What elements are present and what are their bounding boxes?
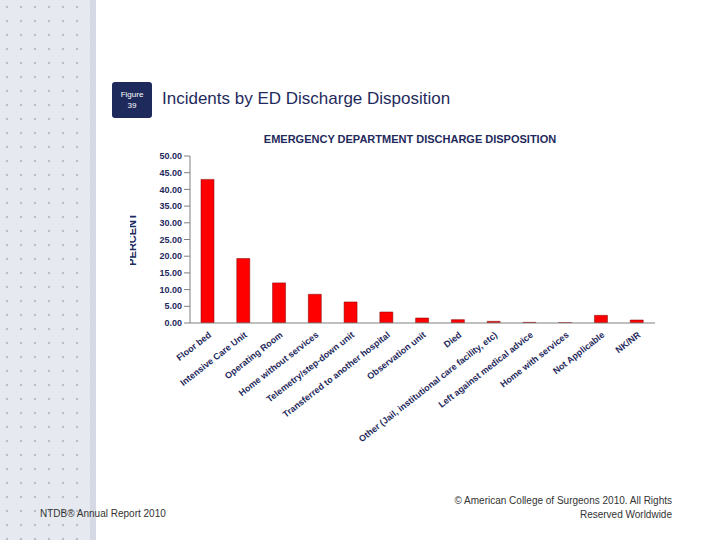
- svg-text:45.00: 45.00: [159, 168, 182, 178]
- html-text:Incidents by ED Discharge Disp: Incidents by ED Discharge Disposition: [162, 89, 451, 108]
- svg-text:5.00: 5.00: [164, 301, 182, 311]
- svg-text:Floor bed: Floor bed: [174, 329, 214, 363]
- svg-text:30.00: 30.00: [159, 218, 182, 228]
- svg-text:Not Applicable: Not Applicable: [551, 330, 607, 376]
- svg-text:35.00: 35.00: [159, 201, 182, 211]
- svg-text:Left against medical advice: Left against medical advice: [436, 329, 535, 410]
- svg-text:PERCENT: PERCENT: [130, 213, 138, 266]
- html-text:EMERGENCY DEPARTMENT DISCHARGE: EMERGENCY DEPARTMENT DISCHARGE DISPOSITI…: [263, 133, 557, 145]
- svg-text:15.00: 15.00: [159, 268, 182, 278]
- svg-text:Intensive Care Unit: Intensive Care Unit: [178, 330, 248, 388]
- svg-text:Died: Died: [442, 330, 464, 350]
- svg-text:Observation unit: Observation unit: [365, 330, 428, 382]
- html-text:© American College of Surgeons: © American College of Surgeons 2010. All…: [454, 495, 672, 520]
- svg-text:Other (Jail, institutional car: Other (Jail, institutional care facility…: [357, 330, 499, 444]
- svg-text:Transferred to another hospita: Transferred to another hospital: [280, 329, 392, 420]
- svg-text:25.00: 25.00: [159, 235, 182, 245]
- svg-text:Operating Room: Operating Room: [223, 330, 285, 381]
- svg-text:50.00: 50.00: [159, 151, 182, 161]
- svg-text:20.00: 20.00: [159, 251, 182, 261]
- html-text:NTDB® Annual Report 2010: NTDB® Annual Report 2010: [40, 508, 166, 519]
- svg-text:10.00: 10.00: [159, 285, 182, 295]
- svg-text:Home without services: Home without services: [237, 329, 321, 398]
- html-text:39: 39: [127, 101, 137, 110]
- svg-text:NK/NR: NK/NR: [614, 329, 643, 355]
- svg-text:0.00: 0.00: [164, 318, 182, 328]
- svg-text:40.00: 40.00: [159, 185, 182, 195]
- svg-text:Telemetry/step-down unit: Telemetry/step-down unit: [264, 329, 357, 405]
- svg-text:Home with services: Home with services: [498, 330, 570, 390]
- html-text:Figure: Figure: [120, 90, 144, 99]
